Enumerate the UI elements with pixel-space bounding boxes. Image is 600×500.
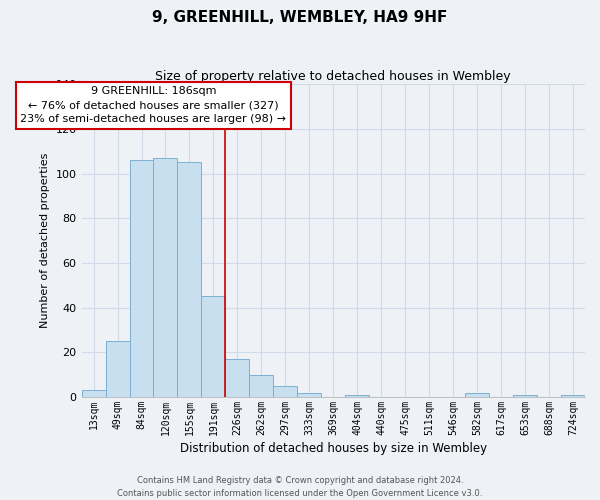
Bar	[154, 158, 178, 397]
Bar	[250, 374, 274, 397]
Bar	[465, 392, 489, 397]
Bar	[274, 386, 298, 397]
Text: Contains HM Land Registry data © Crown copyright and database right 2024.
Contai: Contains HM Land Registry data © Crown c…	[118, 476, 482, 498]
X-axis label: Distribution of detached houses by size in Wembley: Distribution of detached houses by size …	[180, 442, 487, 455]
Text: 9 GREENHILL: 186sqm
← 76% of detached houses are smaller (327)
23% of semi-detac: 9 GREENHILL: 186sqm ← 76% of detached ho…	[20, 86, 286, 124]
Bar	[345, 395, 369, 397]
Bar	[561, 395, 585, 397]
Bar	[513, 395, 537, 397]
Text: 9, GREENHILL, WEMBLEY, HA9 9HF: 9, GREENHILL, WEMBLEY, HA9 9HF	[152, 10, 448, 25]
Bar	[130, 160, 154, 397]
Title: Size of property relative to detached houses in Wembley: Size of property relative to detached ho…	[155, 70, 511, 83]
Bar	[202, 296, 226, 397]
Bar	[82, 390, 106, 397]
Bar	[178, 162, 202, 397]
Y-axis label: Number of detached properties: Number of detached properties	[40, 153, 50, 328]
Bar	[106, 341, 130, 397]
Bar	[226, 359, 250, 397]
Bar	[298, 392, 321, 397]
